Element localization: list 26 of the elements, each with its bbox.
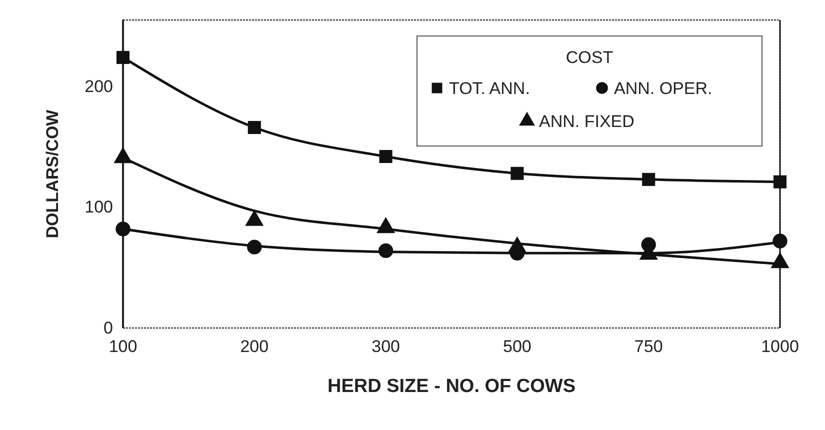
point	[773, 175, 787, 188]
point	[641, 237, 656, 252]
legend-label: TOT. ANN.	[449, 79, 530, 98]
y-axis-title: DOLLARS/COW	[43, 108, 62, 238]
y-tick-label: 200	[84, 76, 113, 96]
x-tick-label: 300	[372, 337, 400, 356]
x-tick-label: 1000	[761, 337, 799, 356]
point	[642, 172, 656, 186]
point	[116, 222, 130, 236]
point	[379, 150, 392, 164]
legend-label: ANN. OPER.	[614, 79, 712, 98]
y-tick-label: 0	[104, 318, 113, 338]
legend-label: ANN. FIXED	[539, 112, 634, 131]
y-tick-label: 100	[84, 198, 113, 217]
x-tick-label: 100	[108, 337, 138, 356]
x-tick-label: 200	[240, 337, 269, 356]
x-tick-label: 500	[503, 337, 532, 356]
point	[510, 166, 524, 180]
point	[772, 234, 788, 248]
legend-title: COST	[566, 48, 614, 67]
point	[378, 243, 394, 258]
x-axis-title: HERD SIZE - NO. OF COWS	[327, 376, 576, 397]
point	[248, 120, 261, 134]
point	[116, 50, 130, 64]
x-tick-label: 750	[634, 337, 663, 356]
point	[247, 240, 262, 254]
